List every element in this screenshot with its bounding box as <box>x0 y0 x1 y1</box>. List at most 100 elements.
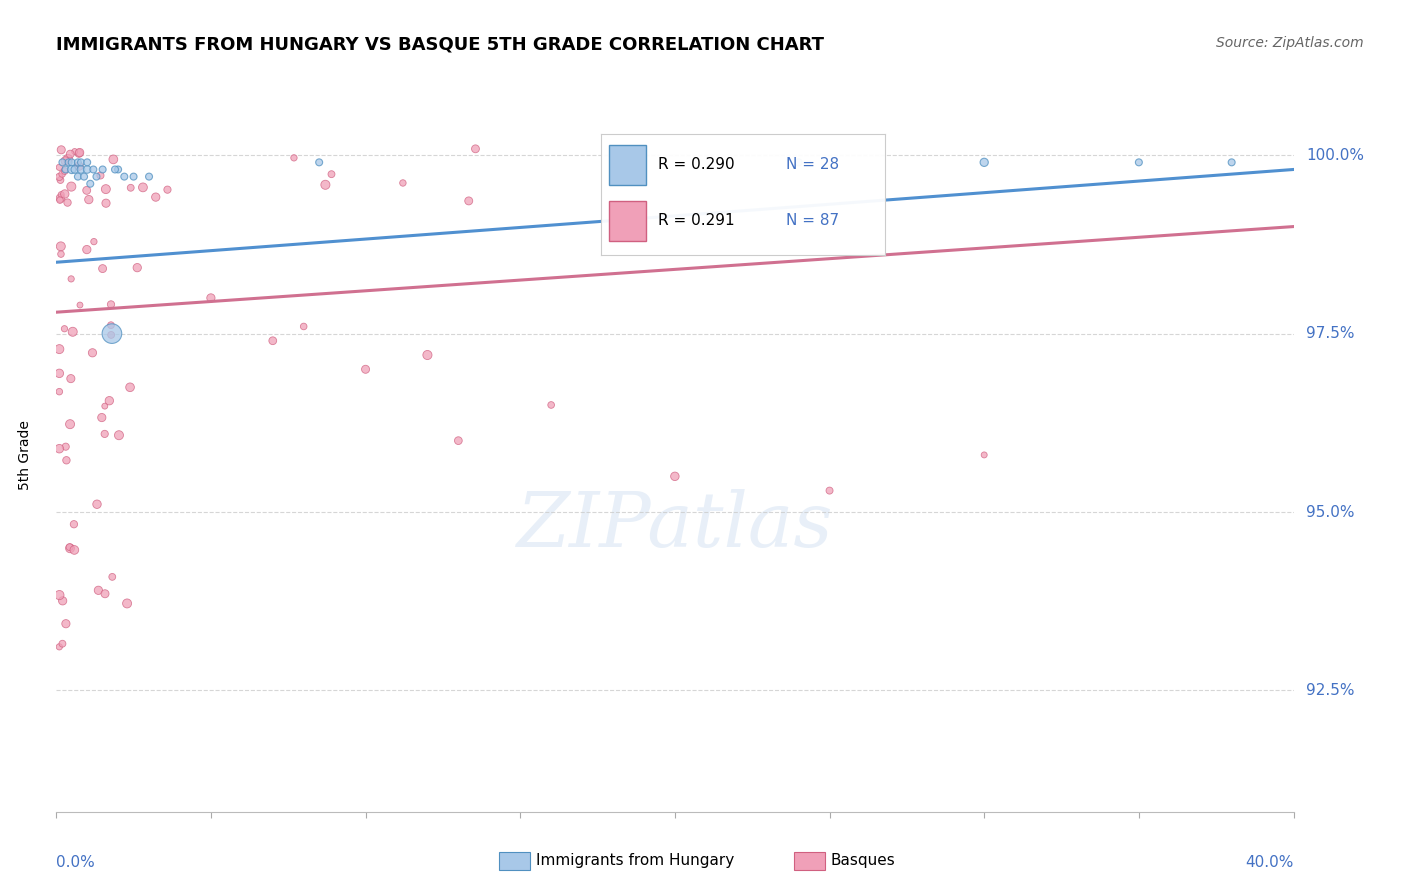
Point <box>82 346 104 360</box>
Point <box>69 298 91 312</box>
Point <box>76 155 98 169</box>
Point <box>51 143 73 157</box>
Point <box>86 497 108 511</box>
Point <box>100 318 122 333</box>
Point <box>76 183 98 197</box>
Point <box>48 442 70 456</box>
Point <box>53 153 76 168</box>
Point <box>98 393 121 408</box>
Point <box>103 153 125 167</box>
Text: Basques: Basques <box>831 854 896 868</box>
Point <box>94 399 117 413</box>
Point <box>48 342 70 356</box>
Point <box>59 371 82 385</box>
Point <box>314 178 336 192</box>
Text: 92.5%: 92.5% <box>1306 683 1354 698</box>
Point <box>107 162 129 177</box>
Text: ZIPatlas: ZIPatlas <box>516 490 834 563</box>
Point <box>1220 155 1243 169</box>
Point <box>1128 155 1150 169</box>
Point <box>86 169 108 184</box>
Point <box>59 540 82 554</box>
Point <box>973 448 995 462</box>
Point <box>48 161 70 175</box>
Point <box>55 162 77 177</box>
Point <box>115 597 138 611</box>
Point <box>76 162 98 177</box>
Point <box>66 155 89 169</box>
Point <box>63 162 86 177</box>
Point <box>52 594 75 608</box>
Point <box>51 155 73 169</box>
Point <box>51 187 73 202</box>
Point <box>58 155 80 169</box>
Point <box>48 588 70 602</box>
Point <box>122 169 145 184</box>
Point <box>70 162 93 177</box>
Point <box>94 196 117 211</box>
Point <box>93 426 115 441</box>
Point <box>664 469 686 483</box>
Point <box>48 169 70 184</box>
Point <box>91 162 114 177</box>
Point <box>56 195 79 210</box>
Point <box>354 362 377 376</box>
Point <box>48 640 70 654</box>
Point <box>100 327 122 342</box>
Point <box>262 334 284 348</box>
Point <box>283 151 305 165</box>
Text: 95.0%: 95.0% <box>1306 505 1354 519</box>
Point <box>63 145 86 159</box>
Point <box>55 616 77 631</box>
Text: 5th Grade: 5th Grade <box>18 420 32 490</box>
Point <box>83 235 105 249</box>
Point <box>56 152 79 166</box>
Text: 40.0%: 40.0% <box>1246 855 1294 870</box>
Point <box>818 483 841 498</box>
Point <box>89 169 111 183</box>
Point <box>200 291 222 305</box>
Point <box>132 180 155 194</box>
Point <box>973 155 995 169</box>
Point <box>416 348 439 362</box>
Point <box>112 169 135 184</box>
Point <box>49 173 72 187</box>
Point <box>79 177 101 191</box>
Point <box>127 260 149 275</box>
Point <box>53 164 76 178</box>
Text: Immigrants from Hungary: Immigrants from Hungary <box>536 854 734 868</box>
Point <box>59 541 82 556</box>
Point <box>540 398 562 412</box>
Point <box>66 169 89 184</box>
Point <box>292 319 315 334</box>
Point <box>63 517 86 532</box>
Point <box>457 194 479 208</box>
Point <box>67 146 90 161</box>
Point <box>120 181 142 195</box>
Point <box>70 155 93 169</box>
Point <box>108 428 131 442</box>
Point <box>48 367 70 381</box>
Point <box>51 167 73 181</box>
Text: Source: ZipAtlas.com: Source: ZipAtlas.com <box>1216 36 1364 50</box>
Point <box>82 162 104 177</box>
Point <box>101 570 124 584</box>
Point <box>118 380 141 394</box>
Point <box>60 272 83 286</box>
Point <box>63 543 86 558</box>
Point <box>53 186 76 201</box>
Point <box>94 587 117 601</box>
Point <box>447 434 470 448</box>
Point <box>60 162 83 177</box>
Point <box>100 297 122 311</box>
Point <box>60 179 83 194</box>
Point <box>60 155 83 169</box>
Point <box>392 176 415 190</box>
Point <box>76 243 98 257</box>
Point <box>55 440 77 454</box>
Point <box>91 261 114 276</box>
Text: 100.0%: 100.0% <box>1306 148 1364 162</box>
Point <box>787 155 810 169</box>
Point <box>90 410 112 425</box>
Point <box>55 453 77 467</box>
